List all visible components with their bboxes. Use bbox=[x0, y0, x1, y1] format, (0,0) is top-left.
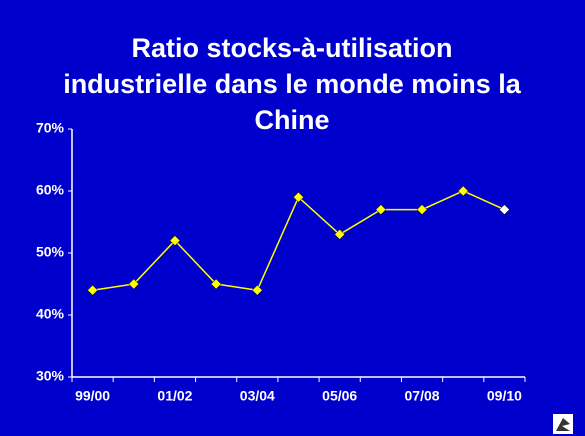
y-tick-label: 30% bbox=[36, 368, 65, 384]
data-point bbox=[293, 191, 304, 203]
data-point bbox=[334, 229, 346, 240]
x-tick-label: 99/00 bbox=[75, 388, 110, 404]
chart-title: Ratio stocks-à-utilisation industrielle … bbox=[63, 33, 521, 135]
x-tick-label: 07/08 bbox=[405, 388, 440, 404]
x-tick-label: 05/06 bbox=[322, 388, 357, 404]
y-tick-label: 60% bbox=[36, 182, 65, 198]
data-point bbox=[169, 235, 181, 246]
x-tick-label: 03/04 bbox=[240, 388, 275, 404]
data-point bbox=[128, 278, 140, 290]
data-point bbox=[375, 204, 387, 215]
data-point bbox=[251, 284, 263, 296]
x-tick-label: 09/10 bbox=[487, 388, 522, 404]
data-point bbox=[87, 284, 98, 296]
data-point bbox=[457, 185, 469, 197]
data-point bbox=[210, 278, 222, 290]
y-tick-label: 40% bbox=[36, 306, 65, 322]
data-point bbox=[499, 204, 510, 215]
data-point bbox=[416, 204, 428, 215]
x-tick-label: 01/02 bbox=[157, 388, 192, 404]
y-tick-label: 50% bbox=[36, 244, 65, 260]
series-line bbox=[92, 190, 505, 292]
logo bbox=[553, 414, 573, 434]
y-tick-label: 70% bbox=[36, 120, 65, 136]
